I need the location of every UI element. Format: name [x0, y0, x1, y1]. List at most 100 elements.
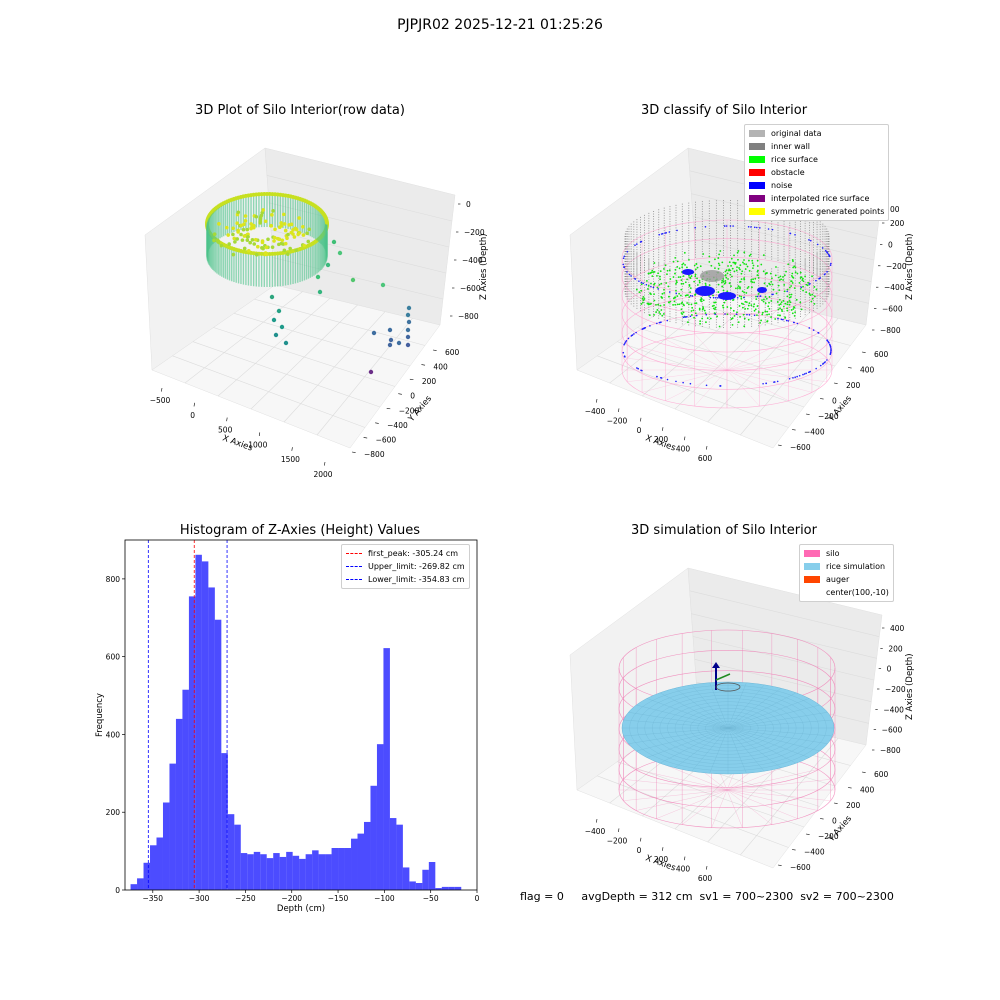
rice-surface-point — [737, 321, 740, 324]
rice-surface-point — [751, 267, 754, 270]
noise-point — [732, 225, 734, 227]
noise-point — [829, 264, 832, 267]
rice-surface-point — [653, 262, 656, 264]
rice-surface-point — [653, 313, 655, 316]
rice-surface-point — [642, 296, 645, 298]
rice-surface-point — [728, 268, 731, 271]
rice-surface-point — [800, 276, 803, 279]
panel4-x-ticks: −400−200 0 200 400 600 — [585, 818, 713, 883]
rice-surface-point — [756, 269, 759, 272]
surface-point — [260, 246, 264, 250]
rice-surface-point — [703, 309, 706, 312]
rice-surface-point — [663, 267, 665, 270]
scatter-point — [371, 330, 377, 336]
noise-point — [705, 384, 708, 387]
surface-point — [282, 222, 287, 226]
histogram-legend-item: first_peak: -305.24 cm — [346, 547, 465, 560]
noise-point — [794, 376, 796, 378]
rice-surface-point — [811, 275, 813, 278]
noise-point — [809, 282, 811, 285]
axis-tick-label: 0 — [887, 665, 892, 674]
scatter-point — [396, 340, 402, 346]
rice-surface-point — [742, 261, 744, 264]
rice-surface-point — [788, 286, 791, 289]
rice-surface-point — [779, 307, 781, 310]
grid-line — [272, 257, 444, 300]
noise-point — [803, 373, 806, 375]
rice-surface-point — [768, 313, 770, 316]
noise-point — [759, 227, 761, 229]
scatter-point — [388, 337, 394, 343]
histogram-bar — [363, 821, 371, 890]
rice-surface-point — [786, 307, 788, 310]
rice-surface-point — [785, 270, 787, 273]
surface-point — [231, 232, 235, 237]
rice-surface-point — [762, 300, 765, 303]
noise-point — [826, 339, 829, 342]
axis-tick-mark — [432, 349, 437, 351]
surface-point — [263, 219, 268, 224]
rice-surface-point — [737, 258, 739, 261]
rice-surface-point — [684, 294, 687, 297]
surface-point — [283, 228, 288, 233]
axis-tick-mark — [684, 856, 686, 861]
legend-label: interpolated rice surface — [771, 194, 870, 203]
grid-line — [689, 590, 880, 637]
noise-point — [826, 359, 828, 361]
rice-surface-point — [811, 293, 814, 296]
rice-mesh-spoke — [727, 688, 782, 729]
noise-point — [809, 239, 812, 242]
histogram-bar — [389, 818, 397, 890]
panel4-title: 3D simulation of Silo Interior — [631, 523, 817, 538]
rice-surface-point — [674, 303, 677, 306]
rice-mesh-spoke — [674, 688, 729, 729]
noise-point — [623, 343, 625, 346]
axis-tick-label: −200 — [399, 406, 420, 415]
histogram-xtick-label: −100 — [374, 894, 395, 903]
wireframe-spoke — [726, 789, 772, 825]
noise-point — [787, 320, 790, 322]
noise-point — [631, 334, 634, 336]
histogram-vlines — [147, 540, 228, 890]
histogram-bar — [376, 744, 384, 890]
rice-surface-point — [766, 272, 768, 274]
rice-surface-point — [679, 276, 682, 278]
histogram-xtick-label: 0 — [475, 894, 480, 903]
surface-point — [212, 232, 217, 236]
rice-surface-point — [788, 293, 791, 296]
rice-surface-point — [702, 253, 705, 255]
noise-point — [753, 226, 756, 229]
rice-surface-point — [791, 272, 794, 275]
rice-surface-point — [777, 276, 780, 279]
rice-surface-point — [653, 282, 656, 285]
noise-point — [767, 228, 770, 230]
rice-surface-point — [645, 280, 648, 282]
rice-surface-point — [780, 308, 783, 311]
rice-surface-point — [688, 274, 690, 277]
rice-surface-point — [698, 307, 701, 310]
rice-surface-point — [709, 317, 712, 320]
rice-surface-point — [663, 292, 666, 294]
legend-item: noise — [749, 179, 884, 192]
rice-surface-point — [675, 289, 677, 292]
rice-surface-point — [780, 278, 783, 281]
surface-point — [246, 248, 251, 253]
rice-surface-point — [753, 309, 756, 312]
surface-point — [246, 234, 250, 239]
grid-line — [677, 298, 851, 346]
rice-surface-point — [747, 285, 750, 288]
panel2-title: 3D classify of Silo Interior — [640, 103, 808, 118]
axis-tick-label: 600 — [698, 874, 713, 883]
scatter-point — [405, 312, 411, 318]
rice-surface-point — [680, 282, 683, 285]
noise-point — [743, 296, 745, 299]
rice-surface-point — [777, 284, 780, 287]
surface-point — [254, 252, 259, 257]
panel1-title: 3D Plot of Silo Interior(row data) — [195, 103, 405, 118]
rice-surface-point — [683, 251, 686, 254]
surface-point — [277, 242, 281, 247]
surface-point — [224, 225, 229, 230]
rice-surface-point — [747, 304, 750, 307]
